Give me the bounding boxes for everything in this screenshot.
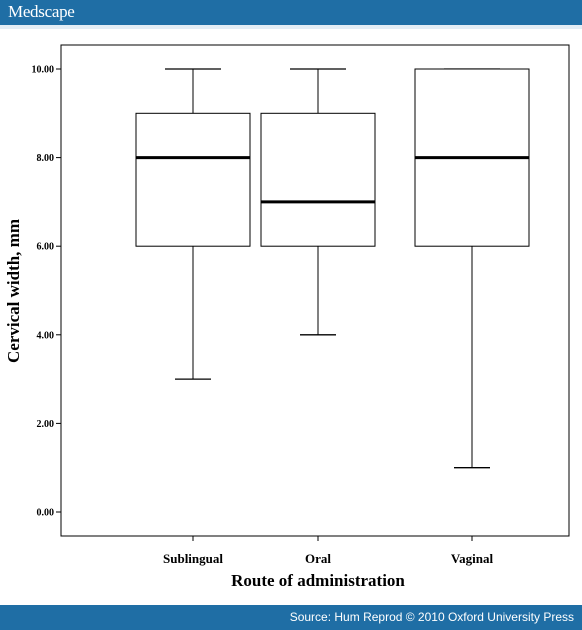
x-tick-label: Vaginal — [451, 551, 494, 566]
box-vaginal — [414, 68, 530, 469]
header-bar: Medscape — [0, 0, 582, 25]
box-series — [135, 68, 530, 469]
box-plot-chart: 0.00 2.00 4.00 6.00 8.00 10.00 Sublingual Oral… — [4, 44, 570, 590]
x-axis: Sublingual Oral Vaginal — [163, 536, 493, 566]
y-tick-label: 10.00 — [32, 65, 55, 76]
y-tick-label: 8.00 — [37, 153, 55, 164]
footer-bar: Source: Hum Reprod © 2010 Oxford Univers… — [0, 605, 582, 630]
source-credit: Source: Hum Reprod © 2010 Oxford Univers… — [289, 610, 574, 624]
iqr-box — [260, 112, 376, 247]
box-oral — [260, 68, 376, 336]
y-axis: 0.00 2.00 4.00 6.00 8.00 10.00 — [32, 65, 61, 519]
header-divider — [0, 25, 582, 29]
iqr-box — [135, 112, 251, 247]
x-tick-label: Oral — [305, 551, 331, 566]
y-tick-label: 0.00 — [37, 508, 55, 519]
box-sublingual — [135, 68, 251, 380]
x-axis-label: Route of administration — [231, 571, 405, 590]
y-axis-label: Cervical width, mm — [4, 219, 23, 363]
y-tick-label: 6.00 — [37, 242, 55, 253]
y-tick-label: 4.00 — [37, 330, 55, 341]
x-tick-label: Sublingual — [163, 551, 223, 566]
brand-logo: Medscape — [8, 2, 75, 21]
y-tick-label: 2.00 — [37, 419, 55, 430]
